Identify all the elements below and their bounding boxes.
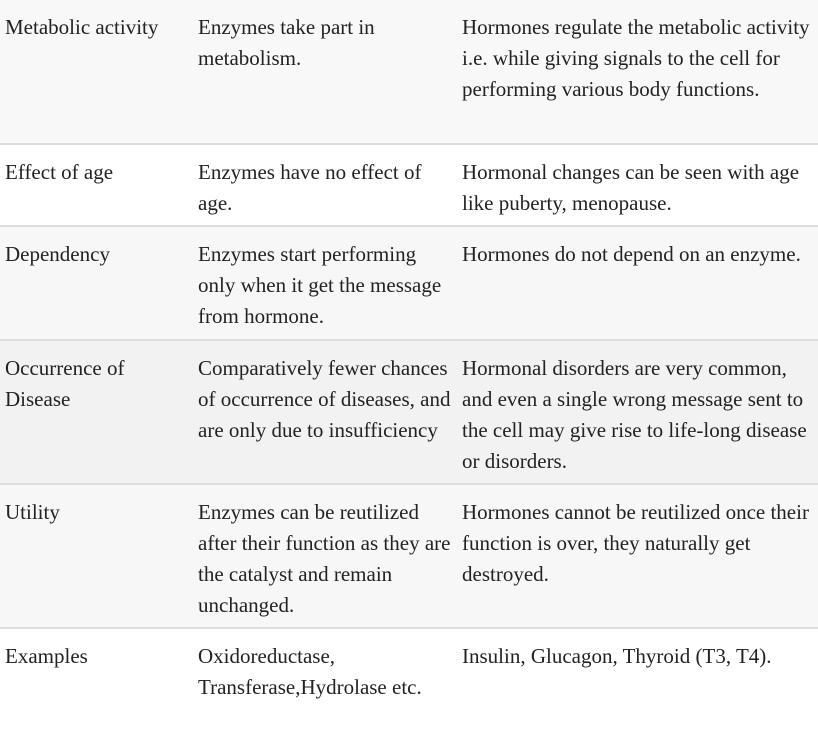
hormones-cell: Hormones cannot be reutilized once their… — [457, 484, 818, 629]
enzymes-cell: Enzymes start performing only when it ge… — [193, 226, 457, 341]
feature-cell: Dependency — [0, 226, 193, 341]
enzymes-cell: Enzymes have no effect of age. — [193, 144, 457, 227]
table-row: Dependency Enzymes start performing only… — [0, 226, 818, 341]
feature-cell: Utility — [0, 484, 193, 629]
enzymes-cell: Oxidoreductase, Transferase,Hydrolase et… — [198, 644, 422, 699]
hormones-cell: Hormones regulate the metabolic activity… — [457, 0, 818, 145]
feature-cell: Metabolic activity — [0, 0, 193, 145]
table-row: Utility Enzymes can be reutilized after … — [0, 484, 818, 629]
hormones-cell: Insulin, Glucagon, Thyroid (T3, T4). — [462, 644, 772, 668]
feature-cell: Occurrence of Disease — [0, 340, 193, 485]
table-row: Examples Oxidoreductase, Transferase,Hyd… — [0, 628, 818, 740]
hormones-cell: Hormonal disorders are very common, and … — [457, 340, 818, 485]
table-row: Effect of age Enzymes have no effect of … — [0, 144, 818, 227]
enzymes-cell: Comparatively fewer chances of occurrenc… — [193, 340, 457, 485]
hormones-cell: Hormonal changes can be seen with age li… — [457, 144, 818, 227]
feature-cell: Effect of age — [0, 144, 193, 227]
enzymes-cell: Enzymes take part in metabolism. — [193, 0, 457, 145]
table-row: Occurrence of Disease Comparatively fewe… — [0, 340, 818, 485]
feature-cell: Examples — [5, 644, 88, 668]
table-row: Metabolic activity Enzymes take part in … — [0, 0, 818, 145]
enzymes-cell: Enzymes can be reutilized after their fu… — [193, 484, 457, 629]
hormones-cell: Hormones do not depend on an enzyme. — [457, 226, 818, 341]
